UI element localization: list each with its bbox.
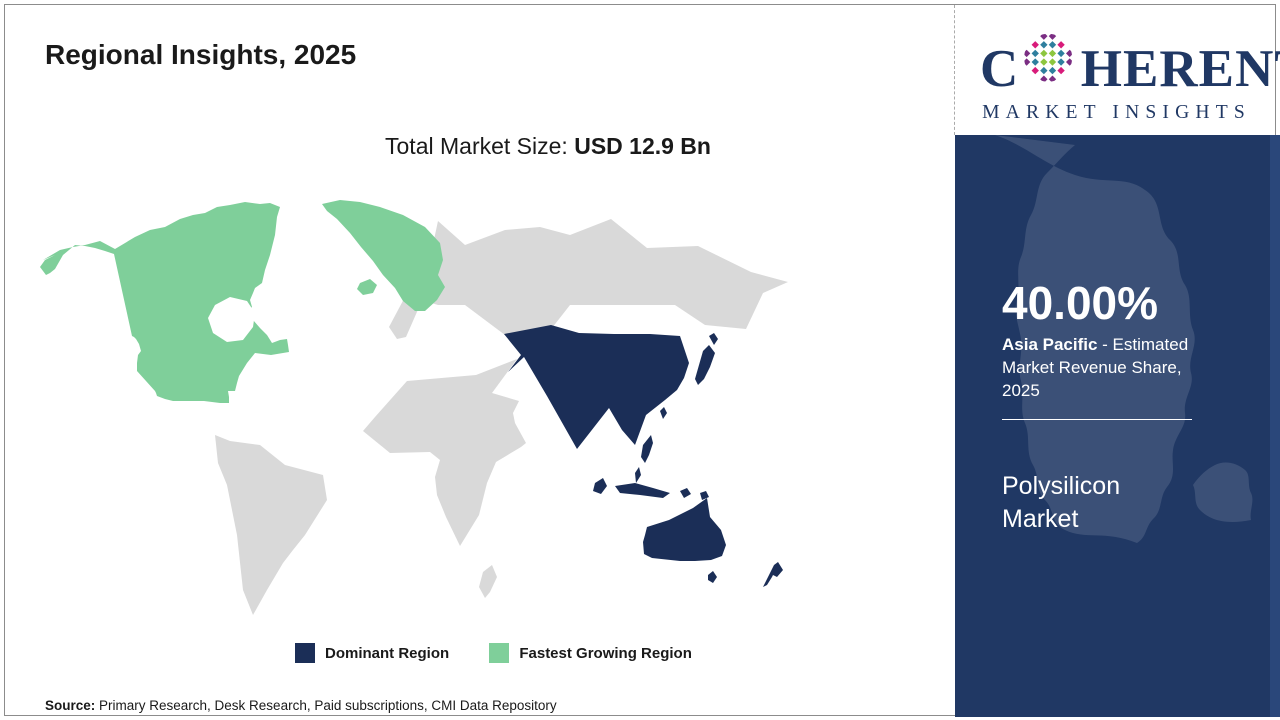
svg-text:HERENT: HERENT	[1081, 40, 1280, 98]
svg-text:MARKET INSIGHTS: MARKET INSIGHTS	[982, 102, 1251, 123]
svg-text:C: C	[980, 40, 1017, 98]
